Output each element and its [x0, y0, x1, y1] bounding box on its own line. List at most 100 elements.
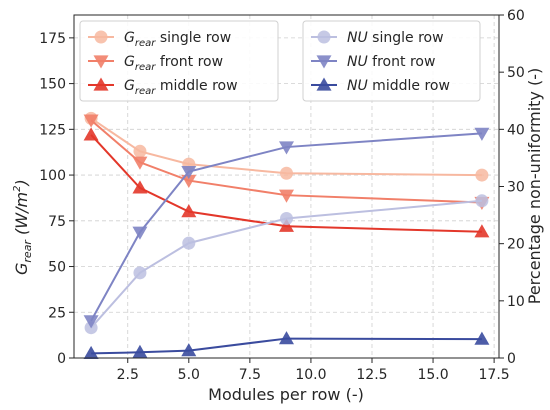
- legend-label: NU front row: [347, 54, 435, 70]
- y-left-tick-label: 150: [39, 77, 66, 93]
- x-tick-label: 17.5: [479, 367, 510, 383]
- x-tick-label: 7.5: [239, 367, 261, 383]
- data-point: [83, 127, 99, 141]
- y-left-tick-label: 125: [39, 122, 66, 138]
- data-point: [181, 166, 197, 180]
- legend-nu-box: [302, 20, 481, 102]
- legend-marker: [316, 77, 332, 91]
- plot-marks: [83, 111, 490, 360]
- x-tick-label: 5.0: [178, 367, 200, 383]
- legend-entry: Grear single row: [88, 30, 231, 49]
- data-point: [279, 189, 294, 203]
- x-tick-label: 15.0: [417, 367, 448, 383]
- x-axis-ticks: 2.5 5.0 7.5 10.0 12.5 15.0 17.5: [117, 358, 510, 383]
- data-point: [181, 204, 197, 218]
- y-axis-left-ticks: 0 25 50 75 100 125 150 175: [39, 31, 74, 367]
- series-nu-middle-row: [83, 331, 490, 360]
- y-axis-right-label: Percentage non-uniformity (-): [525, 68, 544, 305]
- data-point: [474, 331, 490, 345]
- legend-label: NU middle row: [347, 78, 450, 94]
- series-nu-front-row: [83, 127, 490, 329]
- y-right-tick-label: 0: [507, 351, 516, 367]
- data-point: [132, 156, 148, 170]
- data-point: [475, 194, 489, 208]
- legend-label-name: middle row: [155, 78, 237, 94]
- legend-label: NU single row: [347, 30, 444, 46]
- y-right-tick-label: 10: [507, 294, 525, 310]
- y-right-tick-label: 20: [507, 237, 525, 253]
- x-tick-label: 2.5: [117, 367, 139, 383]
- legend-label-name: front row: [368, 54, 436, 70]
- series-g-middle-row: [83, 127, 490, 238]
- data-point: [474, 224, 490, 238]
- legend-label-prefix: NU: [347, 54, 368, 70]
- legend-label-name: single row: [368, 30, 444, 46]
- x-tick-label: 12.5: [356, 367, 387, 383]
- legend-label-name: front row: [155, 54, 223, 70]
- data-point: [181, 174, 197, 189]
- y-left-tick-label: 75: [48, 214, 66, 230]
- y-right-tick-label: 50: [507, 65, 525, 81]
- series-g-front-row: [83, 114, 490, 211]
- y-axis-left-label-sup: 2: [12, 186, 23, 192]
- data-point: [83, 114, 99, 128]
- data-point: [83, 315, 99, 329]
- y-left-tick-label: 100: [39, 168, 66, 184]
- data-point: [279, 141, 294, 155]
- legend-entry: NU middle row: [311, 77, 450, 94]
- y-right-tick-label: 40: [507, 122, 525, 138]
- y-left-tick-label: 0: [57, 351, 66, 367]
- legend-label: Grear front row: [124, 54, 223, 73]
- x-axis-label: Modules per row (-): [208, 385, 364, 404]
- legend-marker: [93, 77, 109, 91]
- y-left-tick-label: 175: [39, 31, 66, 47]
- y-left-tick-label: 50: [48, 260, 66, 276]
- y-right-tick-label: 30: [507, 180, 525, 196]
- series-nu-single-row: [84, 194, 489, 335]
- data-point: [132, 226, 148, 240]
- legend-label-prefix: G: [124, 78, 135, 94]
- y-right-tick-label: 60: [507, 8, 525, 24]
- data-point: [181, 343, 197, 357]
- legend-label-sub: rear: [135, 62, 156, 73]
- data-point: [182, 236, 196, 250]
- legend-label-name: middle row: [368, 78, 450, 94]
- legend-marker: [94, 30, 108, 44]
- data-point: [132, 344, 148, 358]
- legend-label: Grear single row: [124, 30, 231, 49]
- legend-label-prefix: G: [124, 30, 135, 46]
- data-point: [83, 345, 99, 360]
- data-point: [133, 144, 147, 158]
- data-point: [280, 212, 293, 226]
- y-axis-left-label-close: ): [12, 179, 31, 186]
- legend-label-sub: rear: [135, 86, 156, 97]
- legend-label-sub: rear: [135, 38, 156, 49]
- y-axis-left-label-main: G: [12, 263, 31, 275]
- data-point: [279, 218, 294, 232]
- legend-entry: NU front row: [311, 54, 435, 70]
- legend-grear-box: [79, 20, 279, 102]
- legend-label-prefix: G: [124, 54, 135, 70]
- legend-marker: [316, 55, 332, 69]
- y-axis-left-label-unit: (W/m: [12, 192, 31, 240]
- y-axis-right-ticks: 0 10 20 30 40 50 60: [499, 8, 525, 367]
- legend-label: Grear middle row: [124, 78, 238, 97]
- data-point: [279, 331, 294, 345]
- data-point: [280, 166, 293, 180]
- legend-marker: [93, 55, 109, 69]
- data-point: [132, 180, 148, 194]
- data-point: [133, 266, 147, 280]
- data-point: [474, 127, 490, 141]
- legend-entry: NU single row: [311, 30, 444, 46]
- y-left-tick-label: 25: [48, 305, 66, 321]
- y-axis-left-label: Grear (W/m2): [12, 179, 34, 275]
- x-tick-label: 10.0: [295, 367, 326, 383]
- legend-label-prefix: NU: [347, 30, 368, 46]
- legend-entry: Grear front row: [88, 54, 223, 73]
- data-point: [475, 168, 489, 182]
- legend-label-name: single row: [155, 30, 231, 46]
- legend-entry: Grear middle row: [88, 77, 238, 97]
